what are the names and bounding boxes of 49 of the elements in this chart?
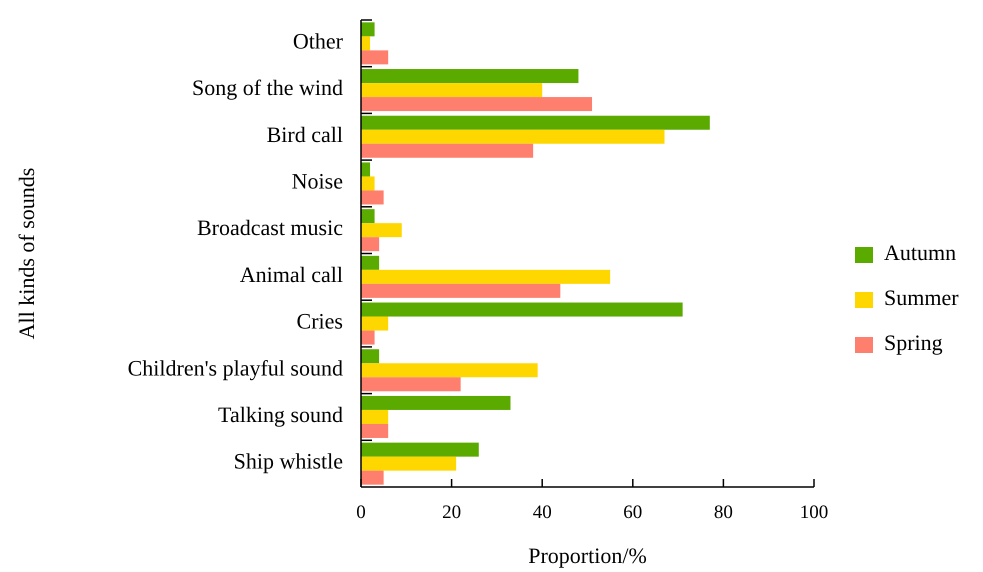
y-tick-label: Children's playful sound: [128, 355, 343, 380]
bar: [361, 237, 380, 252]
x-tick-label: 0: [356, 502, 366, 523]
bar: [361, 69, 578, 84]
bar: [361, 130, 665, 144]
x-tick-label: 20: [442, 502, 462, 523]
bar: [361, 442, 479, 457]
y-tick-label: Broadcast music: [196, 215, 344, 240]
bar: [361, 223, 402, 238]
bar: [361, 176, 375, 190]
bar: [361, 190, 384, 204]
bar: [361, 363, 538, 378]
bar: [361, 330, 375, 345]
bar: [361, 456, 456, 471]
y-tick-label: Bird call: [266, 122, 343, 147]
y-tick-label: Animal call: [240, 262, 343, 287]
bar: [361, 396, 510, 410]
bar: [361, 116, 710, 130]
bar: [361, 470, 384, 485]
x-tick-label: 80: [714, 502, 733, 523]
bar: [361, 144, 534, 158]
bar: [361, 410, 388, 424]
bar: [361, 97, 592, 112]
x-axis-title: Proportion/%: [528, 543, 647, 568]
legend-label: Spring: [884, 330, 943, 356]
y-axis-title: All kinds of sounds: [14, 168, 39, 340]
y-tick-label: Cries: [296, 308, 343, 334]
bar: [361, 302, 683, 317]
x-tick-label: 40: [532, 502, 552, 523]
bar: [361, 209, 375, 224]
y-tick-label: Talking sound: [218, 402, 343, 427]
bar: [361, 349, 380, 364]
x-tick-label: 60: [623, 502, 642, 523]
bar: [361, 83, 542, 98]
bar: [361, 22, 375, 36]
bar: [361, 424, 388, 438]
legend-label: Summer: [884, 285, 960, 310]
x-tick-label: 100: [800, 502, 828, 523]
bar: [361, 270, 610, 284]
bar: [361, 256, 380, 270]
y-tick-label: Noise: [292, 168, 343, 194]
y-tick-label: Other: [292, 28, 344, 54]
bar: [361, 284, 560, 298]
y-tick-label: Ship whistle: [234, 448, 343, 474]
legend-label: Autumn: [884, 240, 956, 266]
bar: [361, 316, 388, 331]
bar: [361, 377, 461, 392]
bar: [361, 50, 388, 64]
y-tick-label: Song of the wind: [192, 75, 343, 100]
